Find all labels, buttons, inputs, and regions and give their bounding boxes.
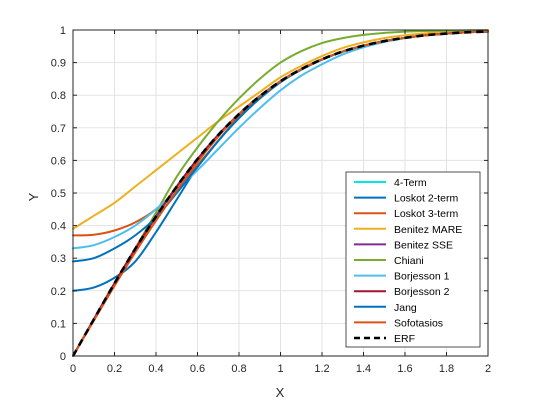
y-tick-label: 0.2 xyxy=(51,286,66,298)
legend-label-9: Sofotasios xyxy=(394,317,443,329)
legend-items: 4-Term Loskot 2-term Loskot 3-term Benitez … xyxy=(354,177,462,345)
x-tick-label: 0.6 xyxy=(190,363,205,375)
tick-layer: 0 0.2 0.4 0.6 0.8 1 1.2 1.4 1.6 1.8 2 0 0.1 0.2 0.3 0.4… xyxy=(51,25,491,375)
legend-label-3: Benitez MARE xyxy=(394,224,462,236)
legend-label-1: Loskot 2-term xyxy=(394,193,458,205)
y-tick-label: 0 xyxy=(60,351,66,363)
x-tick-label: 0.2 xyxy=(107,363,122,375)
x-tick-label: 1.6 xyxy=(397,363,412,375)
legend-label-8: Jang xyxy=(394,302,417,314)
series-line-3 xyxy=(72,29,489,230)
y-tick-label: 0.8 xyxy=(51,90,66,102)
x-axis-label: X xyxy=(276,385,285,400)
x-tick-label: 1.4 xyxy=(356,363,371,375)
y-tick-label: 0.7 xyxy=(51,123,66,135)
y-tick-label: 0.6 xyxy=(51,155,66,167)
y-tick-label: 0.1 xyxy=(51,318,66,330)
legend-label-4: Benitez SSE xyxy=(394,239,453,251)
x-tick-label: 2 xyxy=(485,363,491,375)
legend-label-0: 4-Term xyxy=(394,177,427,189)
y-tick-label: 0.4 xyxy=(51,221,66,233)
legend-label-10: ERF xyxy=(394,333,415,345)
series-layer xyxy=(71,29,489,357)
x-tick-label: 1.2 xyxy=(314,363,329,375)
legend: 4-Term Loskot 2-term Loskot 3-term Benitez … xyxy=(345,171,481,348)
y-tick-label: 0.3 xyxy=(51,253,66,265)
x-tick-label: 0.4 xyxy=(148,363,163,375)
legend-label-6: Borjesson 1 xyxy=(394,271,450,283)
x-tick-label: 1 xyxy=(277,363,283,375)
legend-label-5: Chiani xyxy=(394,255,424,267)
y-tick-label: 0.9 xyxy=(51,58,66,70)
series-line-10 xyxy=(71,30,489,357)
y-tick-label: 0.5 xyxy=(51,188,66,200)
x-tick-label: 1.8 xyxy=(439,363,454,375)
y-tick-label: 1 xyxy=(60,25,66,37)
legend-label-7: Borjesson 2 xyxy=(394,286,450,298)
x-tick-label: 0.8 xyxy=(231,363,246,375)
legend-label-2: Loskot 3-term xyxy=(394,208,458,220)
x-tick-label: 0 xyxy=(70,363,76,375)
y-axis-label: Y xyxy=(26,192,41,201)
